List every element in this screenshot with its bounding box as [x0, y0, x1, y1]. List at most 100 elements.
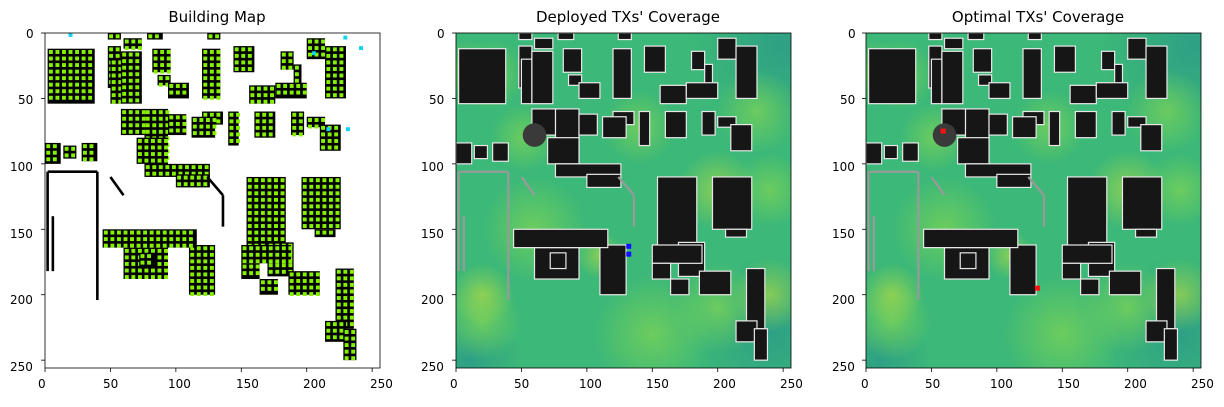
- tx-candidate: [160, 50, 165, 54]
- tx-candidate: [137, 145, 142, 150]
- tx-candidate: [247, 224, 252, 228]
- building: [943, 37, 964, 50]
- tx-candidate: [268, 119, 273, 124]
- building: [578, 82, 601, 100]
- tx-candidate: [209, 259, 214, 264]
- tx-candidate: [182, 230, 187, 235]
- tx-candidate: [81, 82, 86, 87]
- building: [249, 85, 276, 104]
- tx-candidate: [236, 138, 240, 143]
- tx-candidate: [122, 85, 127, 90]
- tx-candidate: [188, 237, 193, 242]
- tx-candidate: [349, 269, 354, 274]
- tx-candidate: [203, 259, 208, 264]
- tx-candidate: [203, 175, 208, 180]
- tx-candidate: [209, 82, 214, 87]
- tx-candidate: [196, 292, 201, 297]
- tx-candidate: [164, 138, 169, 143]
- tx-candidate: [255, 264, 260, 269]
- tx-candidate: [302, 184, 307, 189]
- tx-candidate: [260, 217, 265, 222]
- building: [562, 48, 583, 73]
- tx-candidate: [62, 69, 66, 74]
- tx-candidate: [166, 56, 171, 61]
- tx-candidate: [158, 116, 163, 121]
- tx-candidate: [281, 246, 286, 251]
- building: [685, 82, 719, 100]
- x-tick-200: 200: [713, 377, 736, 391]
- tx-candidate: [328, 184, 333, 189]
- tx-candidate: [64, 153, 69, 158]
- tx-candidate: [141, 116, 146, 121]
- tx-candidate: [229, 132, 234, 137]
- tx-candidate: [262, 252, 267, 257]
- tx-candidate: [229, 125, 234, 130]
- tx-candidate: [344, 330, 349, 334]
- tx-candidate: [262, 125, 267, 130]
- tx-candidate: [55, 63, 60, 68]
- tx-candidate: [336, 269, 341, 274]
- tx-candidate: [135, 59, 140, 64]
- building: [456, 142, 473, 165]
- tx-candidate: [315, 197, 320, 202]
- tx-candidate: [254, 191, 259, 196]
- tx-candidate: [124, 255, 129, 260]
- y-tick-0: 0: [848, 27, 856, 41]
- tx-candidate: [137, 275, 142, 280]
- tx-candidate: [71, 153, 76, 158]
- tx-candidate: [48, 95, 53, 100]
- building: [651, 244, 703, 264]
- tx-candidate: [242, 259, 247, 264]
- building: [1100, 50, 1116, 71]
- tx-candidate: [309, 210, 314, 215]
- tx-candidate: [288, 52, 293, 57]
- tx-candidate: [255, 246, 260, 251]
- tx-candidate: [322, 210, 327, 215]
- building: [599, 244, 627, 296]
- tx-candidate: [267, 280, 272, 285]
- tx-candidate: [182, 237, 187, 242]
- x-tick-100: 100: [990, 377, 1013, 391]
- tx-candidate: [249, 252, 254, 257]
- tx-candidate: [124, 275, 129, 280]
- tx-candidate: [328, 224, 333, 228]
- tx-candidate: [326, 328, 331, 333]
- tx-candidate: [276, 90, 281, 95]
- tx-candidate: [216, 56, 221, 61]
- tx-candidate: [157, 262, 162, 266]
- building: [1069, 84, 1097, 105]
- tx-candidate: [296, 279, 301, 283]
- tx-candidate: [334, 132, 339, 137]
- tx-candidate: [260, 230, 265, 235]
- tx-candidate: [116, 230, 121, 235]
- tx-candidate: [150, 268, 155, 273]
- tx-candidate: [328, 210, 333, 215]
- tx-candidate: [250, 86, 255, 91]
- tx-candidate: [209, 285, 214, 290]
- x-tick-150: 150: [1057, 377, 1080, 391]
- tx-candidate: [321, 118, 326, 122]
- tx-candidate: [267, 237, 272, 242]
- tx-candidate: [143, 230, 148, 235]
- tx-candidate: [328, 197, 333, 202]
- tx-candidate: [334, 145, 339, 150]
- tx-cyan: [326, 127, 331, 132]
- tx-candidate: [234, 47, 239, 52]
- tx-candidate: [344, 356, 349, 361]
- tx-candidate: [165, 76, 170, 81]
- tx-candidate: [75, 95, 80, 100]
- tx-candidate: [236, 125, 240, 130]
- tx-candidate: [203, 89, 208, 94]
- tx-candidate: [242, 246, 247, 251]
- building: [512, 228, 609, 249]
- building: [1009, 244, 1037, 296]
- tx-candidate: [196, 285, 201, 290]
- tx-candidate: [164, 145, 169, 150]
- tx-candidate: [137, 248, 142, 253]
- wall-line: [109, 176, 125, 197]
- tx-candidate: [82, 144, 87, 149]
- tx-candidate: [89, 157, 94, 162]
- tx-candidate: [153, 63, 158, 68]
- tx-candidate: [289, 90, 294, 95]
- tx-candidate: [152, 123, 157, 128]
